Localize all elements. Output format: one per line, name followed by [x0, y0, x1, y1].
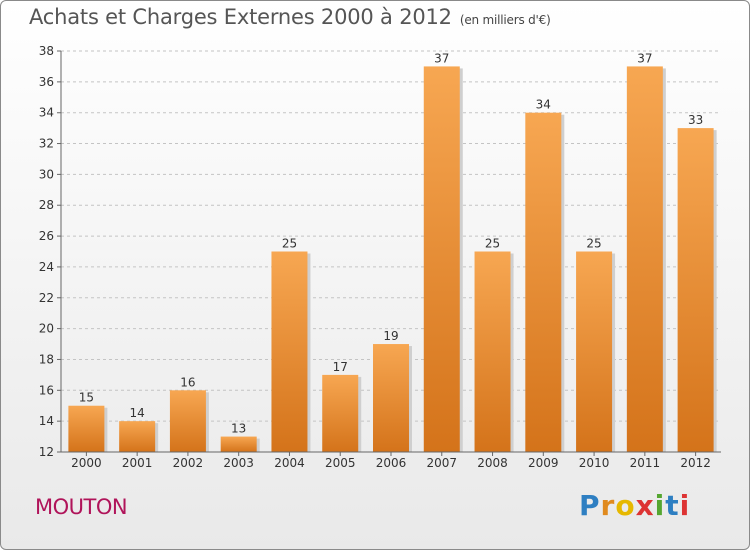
bar — [525, 112, 562, 452]
logo-letter: i — [654, 489, 666, 522]
bar-value-label: 37 — [434, 51, 449, 65]
bar — [68, 405, 105, 452]
title-text: Achats et Charges Externes 2000 à 2012 — [29, 5, 452, 29]
bar-value-label: 33 — [688, 113, 703, 127]
bar — [626, 66, 663, 452]
bar-value-label: 34 — [536, 98, 551, 112]
bar-value-label: 13 — [231, 422, 246, 436]
logo-letter: t — [665, 489, 680, 522]
bar — [119, 421, 156, 452]
bar — [474, 251, 511, 452]
y-tick-label: 38 — [39, 44, 54, 58]
bar-value-label: 15 — [79, 391, 94, 405]
bar-value-label: 19 — [383, 329, 398, 343]
x-tick-label: 2009 — [528, 456, 559, 470]
bar-value-label: 14 — [130, 406, 145, 420]
y-tick-label: 20 — [39, 322, 54, 336]
chart-title: Achats et Charges Externes 2000 à 2012 (e… — [29, 5, 551, 29]
x-tick-label: 2006 — [376, 456, 407, 470]
y-tick-label: 12 — [39, 445, 54, 459]
bar-value-label: 17 — [333, 360, 348, 374]
y-tick-label: 22 — [39, 291, 54, 305]
y-tick-label: 18 — [39, 352, 54, 366]
bars-group: 15 14 16 13 25 17 19 37 25 34 25 37 33 — [68, 51, 717, 452]
bar — [322, 374, 359, 452]
x-tick-label: 2003 — [223, 456, 254, 470]
x-tick-label: 2007 — [426, 456, 457, 470]
bar-value-label: 25 — [282, 237, 297, 251]
y-tick-label: 36 — [39, 75, 54, 89]
y-tick-label: 30 — [39, 167, 54, 181]
proxiti-logo[interactable]: Proxiti — [579, 489, 690, 522]
x-tick-label: 2011 — [630, 456, 661, 470]
y-tick-label: 26 — [39, 229, 54, 243]
x-tick-label: 2001 — [122, 456, 153, 470]
y-tick-label: 32 — [39, 137, 54, 151]
bar-value-label: 25 — [485, 237, 500, 251]
y-tick-label: 34 — [39, 106, 54, 120]
bar — [677, 128, 714, 452]
x-tick-label: 2005 — [325, 456, 356, 470]
bar-value-label: 16 — [180, 375, 195, 389]
bar-value-label: 37 — [637, 51, 652, 65]
x-tick-label: 2012 — [680, 456, 711, 470]
town-name: MOUTON — [35, 495, 128, 519]
logo-letter: P — [579, 489, 601, 522]
bar — [271, 251, 308, 452]
bar — [169, 390, 206, 452]
bar — [373, 344, 409, 452]
title-unit: (en milliers d'€) — [459, 13, 551, 27]
logo-letter: i — [679, 489, 691, 522]
bar — [423, 66, 460, 452]
x-tick-label: 2000 — [71, 456, 102, 470]
x-tick-label: 2004 — [274, 456, 305, 470]
y-tick-label: 14 — [39, 414, 54, 428]
bar — [220, 436, 257, 452]
bar — [576, 251, 613, 452]
y-tick-label: 24 — [39, 260, 54, 274]
y-tick-label: 28 — [39, 198, 54, 212]
axes: 12 14 16 18 20 22 24 26 28 30 32 34 36 38 2000 2001 2002… — [39, 44, 721, 470]
y-tick-label: 16 — [39, 383, 54, 397]
x-tick-label: 2002 — [173, 456, 204, 470]
x-tick-label: 2008 — [477, 456, 508, 470]
bar-value-label: 25 — [586, 237, 601, 251]
logo-letter: x — [635, 489, 655, 522]
logo-letter: r — [600, 489, 616, 522]
logo-letter: o — [615, 489, 636, 522]
x-tick-label: 2010 — [579, 456, 610, 470]
